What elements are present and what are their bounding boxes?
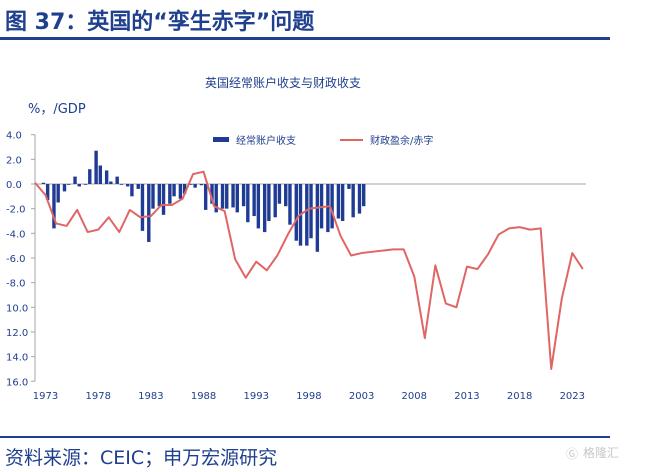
x-tick-label: 1978 — [85, 391, 110, 402]
bar-current-account — [193, 184, 197, 188]
x-tick-label: 2013 — [454, 391, 479, 402]
bar-current-account — [235, 184, 239, 213]
figure-title: 图 37：英国的“孪生赤字”问题 — [5, 10, 315, 35]
bar-current-account — [246, 184, 250, 223]
legend-swatch-current-account — [213, 137, 229, 142]
bar-current-account — [256, 184, 261, 229]
bar-current-account — [73, 176, 77, 184]
bar-current-account — [52, 184, 56, 229]
bar-current-account — [130, 184, 134, 197]
bar-current-account — [88, 169, 92, 184]
y-tick-label: 10.0 — [6, 303, 28, 314]
bar-current-account — [277, 184, 282, 204]
bar-current-account — [288, 184, 292, 225]
x-tick-label: 1993 — [244, 391, 269, 402]
bar-current-account — [98, 165, 103, 184]
bar-current-account — [41, 182, 46, 184]
y-tick-label: -4.0 — [6, 229, 26, 240]
x-tick-label: 2018 — [507, 391, 532, 402]
chart-title: 英国经常账户收支与财政收支 — [205, 75, 361, 90]
y-tick-label: 2.0 — [6, 155, 22, 166]
bar-current-account — [182, 184, 187, 194]
y-tick-label: 0.0 — [6, 180, 22, 191]
bar-current-account — [119, 184, 124, 185]
bar-current-account — [357, 184, 362, 214]
bar-current-account — [172, 184, 176, 197]
bar-current-account — [351, 184, 355, 218]
bar-current-account — [199, 184, 204, 186]
x-tick-label: 1998 — [296, 391, 321, 402]
bar-current-account — [161, 184, 166, 215]
y-tick-label: 12.0 — [6, 328, 28, 339]
bar-current-account — [151, 184, 155, 209]
bar-current-account — [45, 184, 50, 201]
x-tick-label: 2023 — [560, 391, 585, 402]
bar-current-account — [262, 184, 267, 233]
bar-current-account — [330, 184, 334, 229]
bar-current-account — [305, 184, 309, 246]
bar-current-account — [77, 184, 81, 187]
x-tick-label: 1983 — [138, 391, 163, 402]
bar-current-account — [241, 184, 246, 207]
bar-current-account — [273, 184, 277, 218]
x-tick-label: 1988 — [191, 391, 216, 402]
y-tick-label: -6.0 — [6, 254, 26, 265]
bar-current-account — [203, 184, 208, 210]
title-divider — [0, 37, 610, 40]
y-tick-label: 4.0 — [6, 131, 22, 142]
x-tick-label: 2003 — [349, 391, 374, 402]
source-divider — [0, 436, 610, 438]
bar-current-account — [347, 184, 351, 189]
x-tick-label: 2008 — [402, 391, 427, 402]
bar-current-account — [136, 184, 140, 189]
bar-current-account — [284, 184, 288, 207]
bar-current-account — [340, 184, 345, 221]
bar-current-account — [109, 181, 113, 184]
bar-current-account — [62, 184, 67, 192]
bar-current-account — [362, 184, 366, 207]
x-tick-label: 1973 — [33, 391, 58, 402]
bar-current-account — [168, 184, 172, 204]
bar-current-account — [157, 184, 162, 207]
bar-current-account — [178, 184, 183, 199]
bar-current-account — [104, 170, 109, 184]
bar-current-account — [147, 184, 151, 242]
bar-current-account — [267, 184, 271, 221]
bar-current-account — [56, 184, 60, 203]
bar-current-account — [252, 184, 256, 217]
line-fiscal-balance — [34, 170, 584, 370]
bar-current-account — [126, 184, 130, 187]
bar-current-account — [83, 184, 88, 185]
y-tick-label: -2.0 — [6, 205, 26, 216]
bar-current-account — [315, 184, 320, 252]
bar-current-account — [189, 184, 193, 185]
bar-current-account — [225, 184, 229, 209]
bar-current-account — [220, 184, 225, 209]
y-tick-label: 16.0 — [6, 377, 28, 388]
bar-current-account — [67, 184, 71, 185]
bar-current-account — [309, 184, 313, 239]
bar-current-account — [115, 176, 119, 184]
bar-current-account — [214, 184, 218, 213]
watermark-logo-icon: Ⓖ — [566, 447, 579, 461]
bar-current-account — [231, 184, 235, 208]
bar-current-account — [140, 184, 145, 231]
y-axis-label: %，/GDP — [28, 102, 86, 117]
y-tick-label: -8.0 — [6, 279, 26, 290]
legend-label-fiscal-balance: 财政盈余/赤字 — [370, 134, 433, 147]
watermark: 格隆汇 — [583, 446, 620, 460]
bar-current-account — [210, 184, 214, 204]
y-tick-label: 14.0 — [6, 353, 28, 364]
bar-current-account — [294, 184, 298, 241]
legend-label-current-account: 经常账户收支 — [236, 134, 296, 147]
bar-current-account — [94, 150, 98, 184]
source-note: 资料来源：CEIC；申万宏源研究 — [5, 447, 278, 469]
bar-current-account — [336, 184, 341, 219]
bar-current-account — [326, 184, 330, 233]
